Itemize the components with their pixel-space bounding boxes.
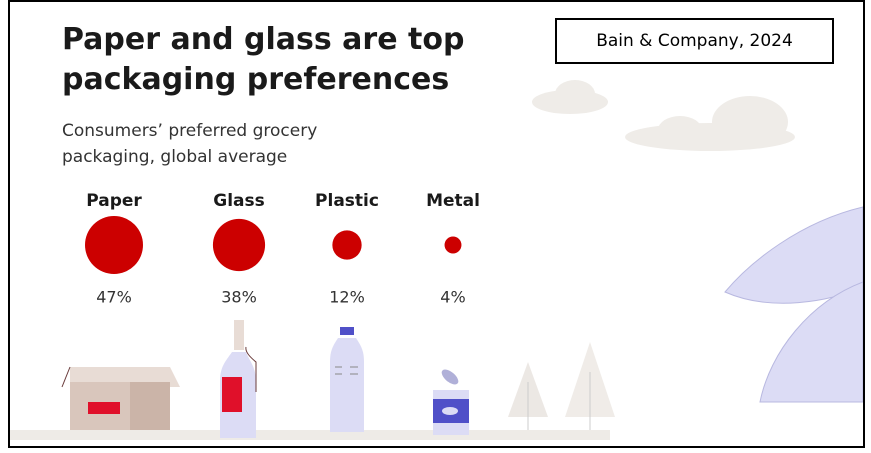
subtitle: Consumers’ preferred grocery packaging, … (62, 121, 318, 167)
category-label: Glass (213, 191, 265, 211)
chart: Paper 47% Glass 38% Plastic 12% Metal 4% (10, 80, 863, 440)
trees (508, 342, 615, 430)
bubble (444, 236, 462, 254)
category-label: Paper (86, 191, 142, 211)
glass-bottle (220, 320, 257, 438)
category-label: Metal (426, 191, 480, 211)
bubble (332, 230, 362, 260)
metal-can (433, 369, 469, 435)
value-label: 4% (440, 288, 465, 307)
clouds (532, 80, 795, 151)
bubble (212, 218, 266, 272)
leaves (724, 206, 863, 403)
infographic: Paper 47% Glass 38% Plastic 12% Metal 4% Paper … (8, 0, 865, 448)
value-label: 38% (221, 288, 257, 307)
source: Bain & Company, 2024 (555, 18, 834, 64)
ground (10, 430, 610, 440)
value-label: 12% (329, 288, 365, 307)
category-label: Plastic (315, 191, 379, 211)
plastic-bottle (330, 327, 364, 432)
paper-box (61, 366, 180, 430)
value-label: 47% (96, 288, 132, 307)
title: Paper and glass are top packaging prefer… (62, 22, 465, 97)
bubble (85, 216, 143, 274)
